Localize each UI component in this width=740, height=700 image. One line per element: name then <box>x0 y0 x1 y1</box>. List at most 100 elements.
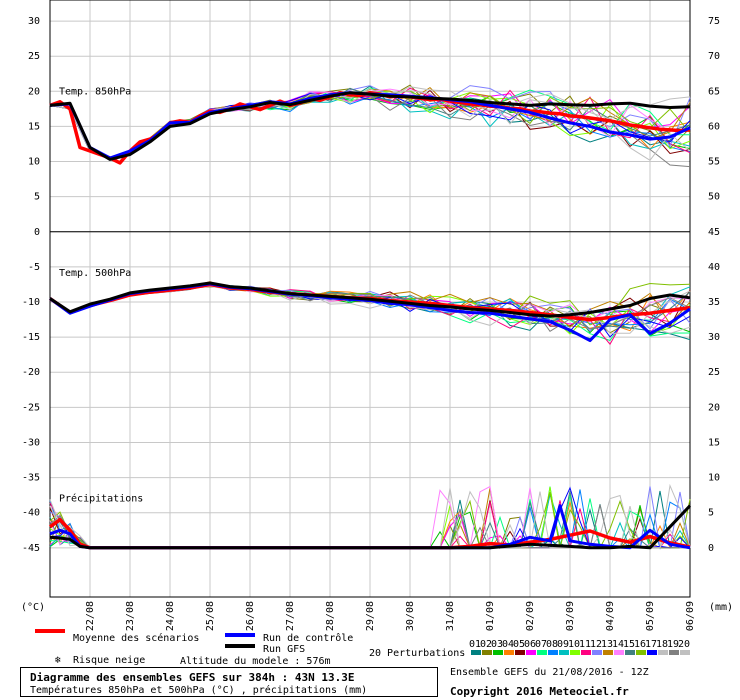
perturbation-number: 05 <box>513 639 525 650</box>
right-tick-label: 55 <box>708 157 720 168</box>
y-tick-label: 30 <box>28 16 40 27</box>
y-tick-label: -25 <box>22 402 40 413</box>
right-tick-label: 45 <box>708 227 720 238</box>
perturbation-swatch <box>658 650 668 655</box>
right-tick-label: 35 <box>708 297 720 308</box>
perturbation-swatch <box>680 650 690 655</box>
x-tick-label: 30/08 <box>405 601 416 631</box>
series-line-precip <box>49 504 692 550</box>
chart-subtitle: Températures 850hPa et 500hPa (°C) , pré… <box>30 685 368 696</box>
right-tick-label: 30 <box>708 332 720 343</box>
perturbation-number: 19 <box>667 639 679 650</box>
right-tick-label: 25 <box>708 367 720 378</box>
chart-title-box: Diagramme des ensembles GEFS sur 384h : … <box>20 667 438 697</box>
x-tick-label: 02/09 <box>525 601 536 631</box>
right-tick-label: 0 <box>708 543 714 554</box>
y-tick-label: -5 <box>28 262 40 273</box>
y-tick-label: 20 <box>28 86 40 97</box>
x-tick-label: 06/09 <box>685 601 696 631</box>
perturbation-swatch <box>471 650 481 655</box>
x-tick-label: 28/08 <box>325 601 336 631</box>
perturbation-number: 10 <box>568 639 580 650</box>
x-tick-label: 25/08 <box>205 601 216 631</box>
perturbation-number: 12 <box>590 639 602 650</box>
panel-label-t500: Temp. 500hPa <box>59 268 131 279</box>
perturbation-number: 16 <box>634 639 646 650</box>
y-tick-label: 15 <box>28 121 40 132</box>
right-unit-label: (mm) <box>709 602 733 613</box>
perturbation-number: 06 <box>524 639 536 650</box>
x-tick-label: 05/09 <box>645 601 656 631</box>
x-tick-label: 01/09 <box>485 601 496 631</box>
x-tick-label: 26/08 <box>245 601 256 631</box>
x-tick-label: 22/08 <box>85 601 96 631</box>
perturbation-swatch <box>493 650 503 655</box>
perturbation-number: 02 <box>480 639 492 650</box>
right-tick-label: 70 <box>708 51 720 62</box>
x-tick-label: 29/08 <box>365 601 376 631</box>
perturbation-swatch <box>592 650 602 655</box>
right-tick-label: 10 <box>708 473 720 484</box>
perturbation-number: 15 <box>623 639 635 650</box>
perturbation-swatch <box>625 650 635 655</box>
chart-title: Diagramme des ensembles GEFS sur 384h : … <box>30 671 355 684</box>
perturbation-swatch <box>570 650 580 655</box>
panel-label-t850: Temp. 850hPa <box>59 86 131 97</box>
legend-snow-label: Risque neige <box>73 655 145 666</box>
perturbation-number: 08 <box>546 639 558 650</box>
left-unit-label: (°C) <box>21 602 45 613</box>
perturbation-swatch <box>669 650 679 655</box>
panel-label-precip: Précipitations <box>59 493 143 505</box>
perturbation-number: 14 <box>612 639 624 650</box>
right-tick-label: 65 <box>708 86 720 97</box>
y-tick-label: -35 <box>22 473 40 484</box>
legend-gfs-label: Run GFS <box>263 644 305 655</box>
copyright-label: Copyright 2016 Meteociel.fr <box>450 685 629 698</box>
perturbation-swatch <box>636 650 646 655</box>
y-tick-label: 0 <box>34 227 40 238</box>
y-tick-label: 5 <box>34 192 40 203</box>
perturbation-swatch <box>603 650 613 655</box>
perturbation-swatch <box>526 650 536 655</box>
perturbation-number: 18 <box>656 639 668 650</box>
right-tick-label: 60 <box>708 121 720 132</box>
right-tick-label: 75 <box>708 16 720 27</box>
x-tick-label: 03/09 <box>565 601 576 631</box>
y-tick-label: 25 <box>28 51 40 62</box>
perturbation-swatch <box>559 650 569 655</box>
perturbation-number: 09 <box>557 639 569 650</box>
series-line-t850 <box>49 91 691 161</box>
perturbation-swatch <box>647 650 657 655</box>
ensemble-run-label: Ensemble GEFS du 21/08/2016 - 12Z <box>450 667 649 678</box>
y-tick-label: -10 <box>22 297 40 308</box>
y-tick-label: -15 <box>22 332 40 343</box>
perturbation-number: 17 <box>645 639 657 650</box>
snowflake-icon: ❄ <box>55 655 62 666</box>
perturbation-number: 11 <box>579 639 591 650</box>
x-tick-label: 24/08 <box>165 601 176 631</box>
series-line-t500 <box>49 281 691 318</box>
y-tick-label: -40 <box>22 508 40 519</box>
legend-mean-label: Moyenne des scénarios <box>73 632 199 644</box>
right-tick-label: 5 <box>708 508 714 519</box>
right-tick-label: 15 <box>708 437 720 448</box>
perturbation-number: 04 <box>502 639 514 650</box>
x-tick-label: 31/08 <box>445 601 456 631</box>
legend-perturbations-label: 20 Perturbations <box>369 648 465 659</box>
x-tick-label: 23/08 <box>125 601 136 631</box>
y-tick-label: -45 <box>22 543 40 554</box>
perturbation-swatch <box>515 650 525 655</box>
legend-control-label: Run de contrôle <box>263 632 353 644</box>
perturbation-swatch <box>614 650 624 655</box>
x-tick-label: 04/09 <box>605 601 616 631</box>
perturbation-number: 07 <box>535 639 547 650</box>
right-tick-label: 40 <box>708 262 720 273</box>
perturbation-number: 01 <box>469 639 481 650</box>
y-tick-label: -20 <box>22 367 40 378</box>
right-tick-label: 20 <box>708 402 720 413</box>
perturbation-number: 20 <box>678 639 690 650</box>
perturbation-line <box>49 86 691 159</box>
perturbation-number: 13 <box>601 639 613 650</box>
perturbation-swatch <box>537 650 547 655</box>
